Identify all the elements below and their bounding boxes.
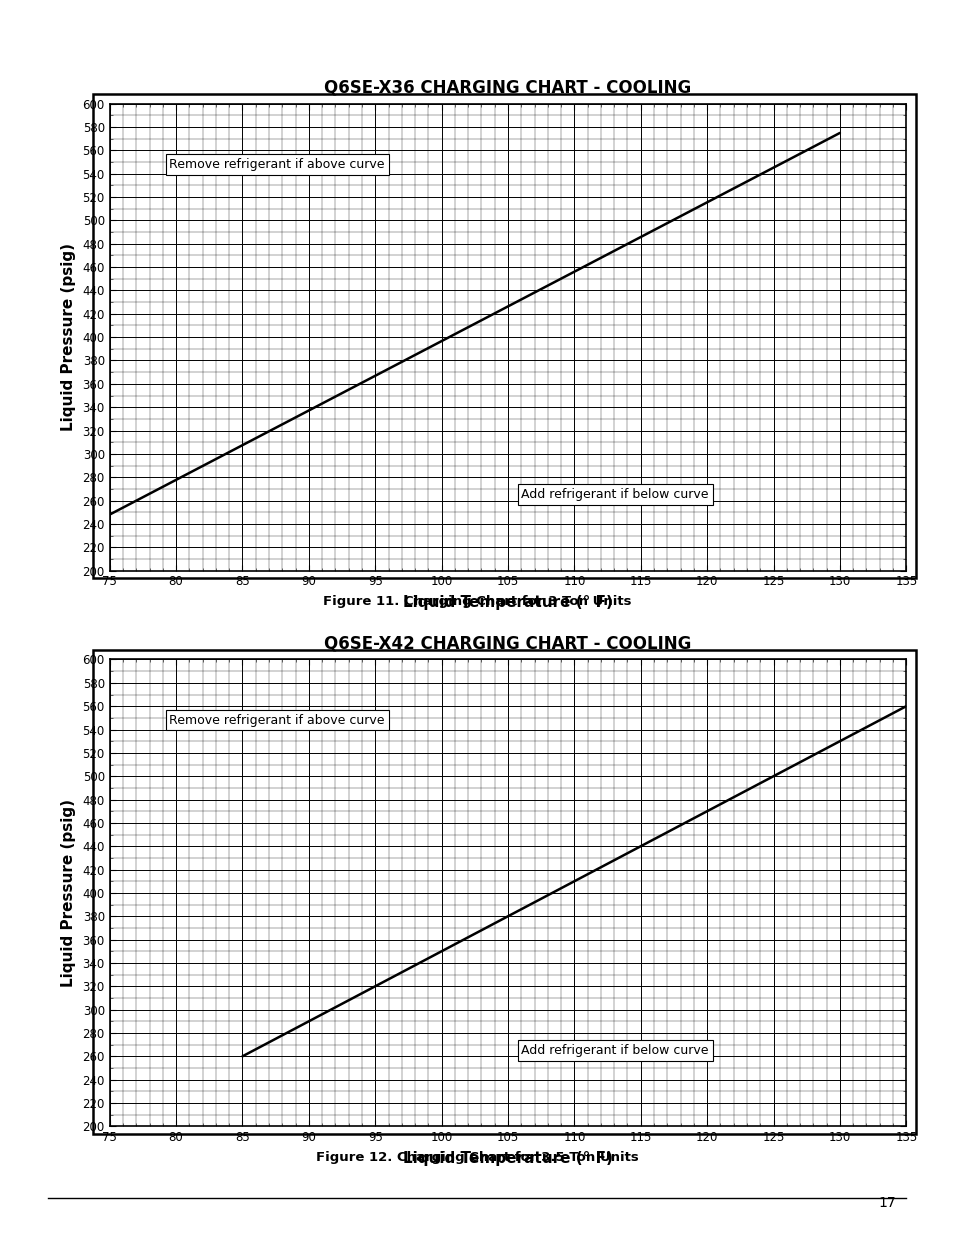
Title: Q6SE-X36 CHARGING CHART - COOLING: Q6SE-X36 CHARGING CHART - COOLING (324, 79, 691, 96)
Y-axis label: Liquid Pressure (psig): Liquid Pressure (psig) (60, 799, 75, 987)
Y-axis label: Liquid Pressure (psig): Liquid Pressure (psig) (60, 243, 75, 431)
Text: Remove refrigerant if above curve: Remove refrigerant if above curve (170, 714, 385, 726)
X-axis label: Liquid Temperature (° F): Liquid Temperature (° F) (403, 1151, 612, 1166)
Text: Figure 12. Charging Chart for 3.5 Ton Units: Figure 12. Charging Chart for 3.5 Ton Un… (315, 1151, 638, 1165)
Text: Figure 11. Charging Chart for 3 Ton Units: Figure 11. Charging Chart for 3 Ton Unit… (322, 595, 631, 609)
Text: Remove refrigerant if above curve: Remove refrigerant if above curve (170, 158, 385, 170)
Title: Q6SE-X42 CHARGING CHART - COOLING: Q6SE-X42 CHARGING CHART - COOLING (324, 635, 691, 652)
Text: 17: 17 (878, 1197, 895, 1210)
X-axis label: Liquid Temperature (° F): Liquid Temperature (° F) (403, 595, 612, 610)
Text: Add refrigerant if below curve: Add refrigerant if below curve (520, 488, 708, 501)
Text: Add refrigerant if below curve: Add refrigerant if below curve (520, 1044, 708, 1057)
